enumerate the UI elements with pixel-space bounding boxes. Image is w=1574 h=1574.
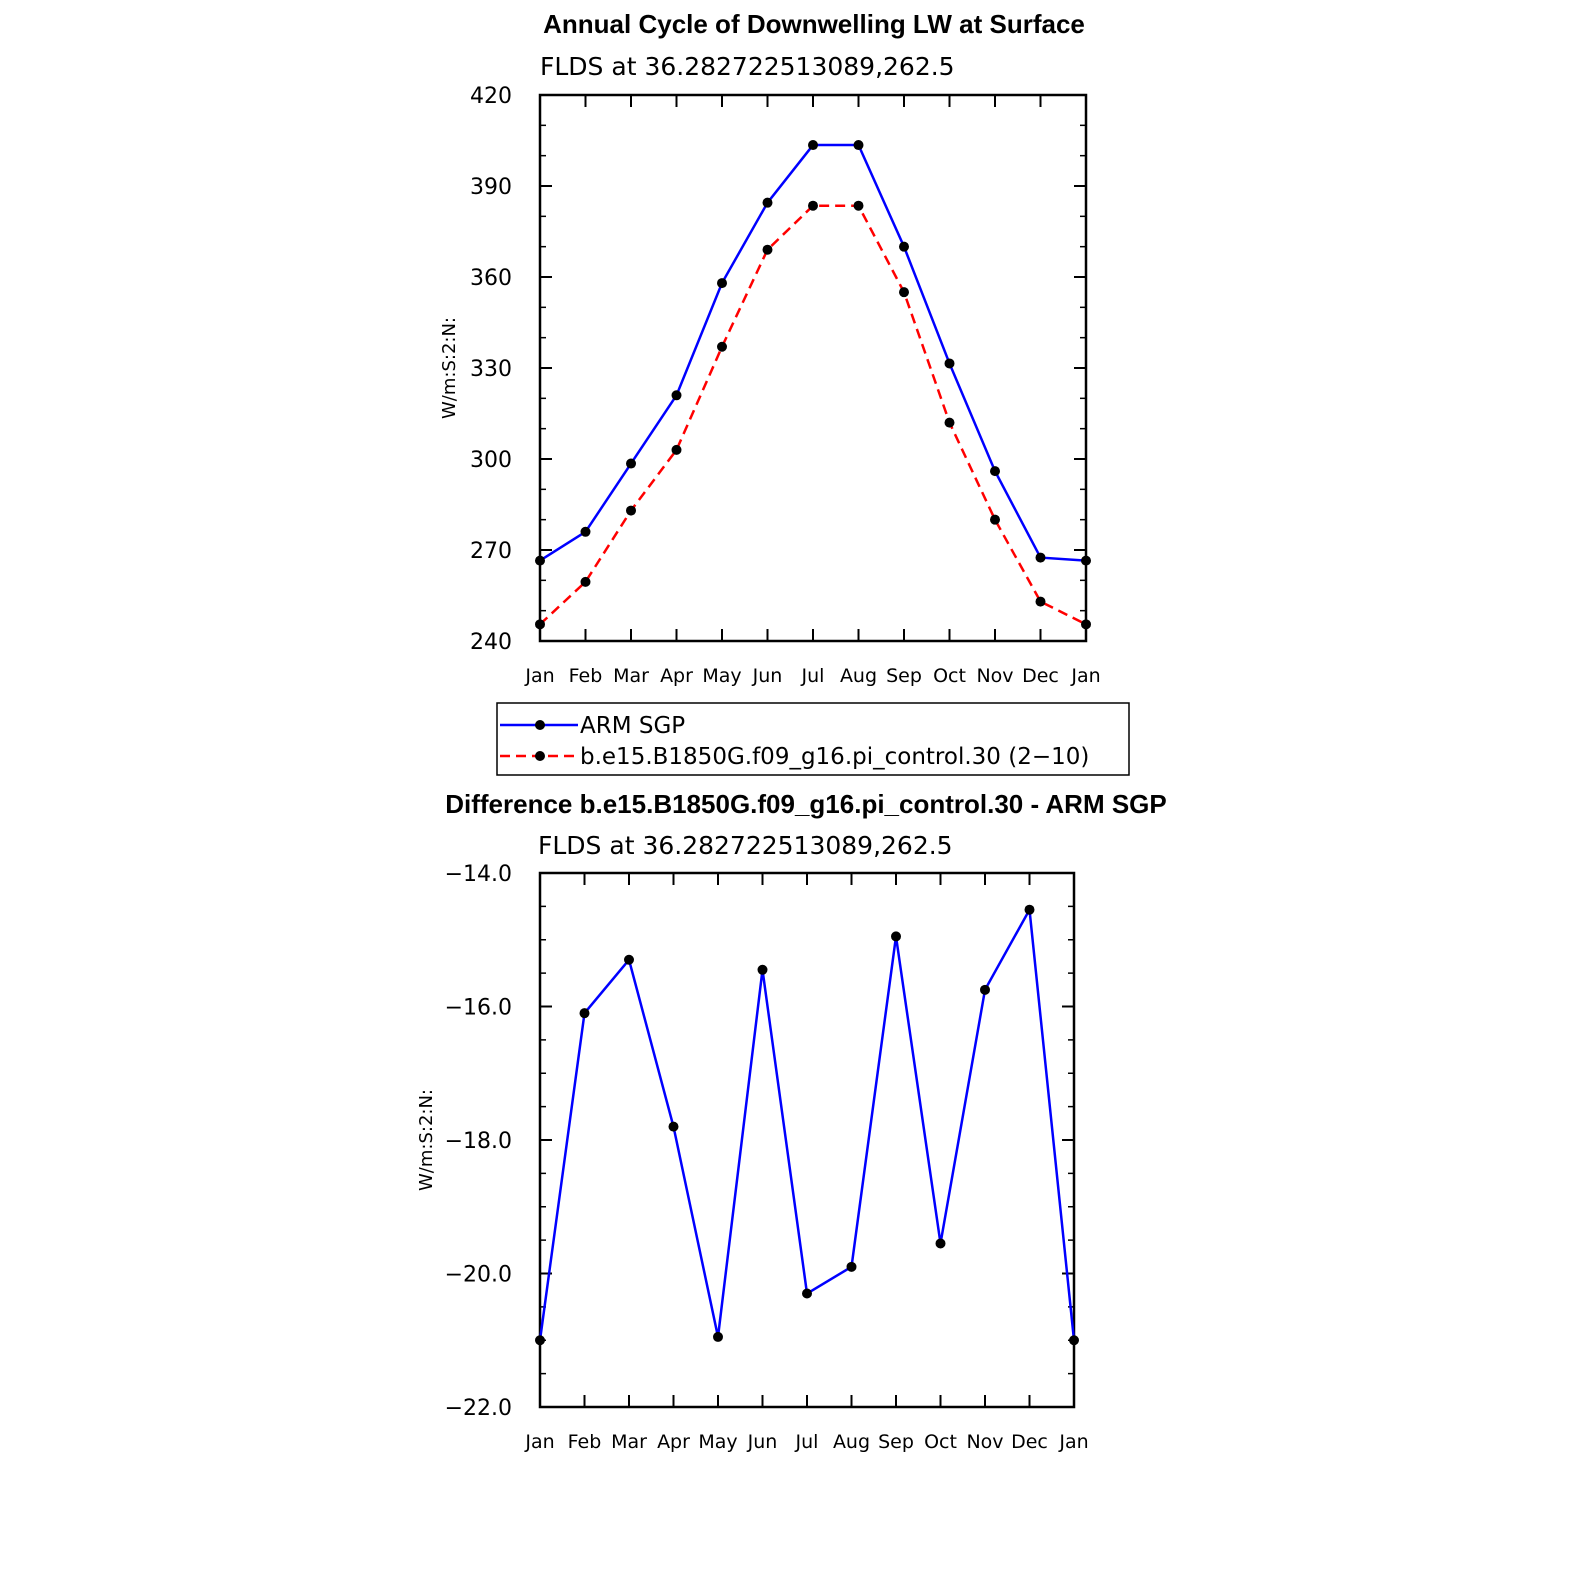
x-tick-label: Dec bbox=[1022, 665, 1059, 687]
legend-marker-model bbox=[535, 751, 545, 761]
x-tick-label: Sep bbox=[886, 665, 922, 687]
y-tick-label: 360 bbox=[470, 266, 512, 291]
x-tick-label: Jul bbox=[795, 1431, 819, 1453]
x-tick-label: Mar bbox=[613, 665, 649, 687]
x-tick-label: Apr bbox=[657, 1431, 690, 1453]
data-point-s0-6 bbox=[808, 140, 818, 151]
data-point-s0-0 bbox=[535, 1335, 545, 1346]
data-point-s0-0 bbox=[535, 555, 545, 566]
data-point-s1-2 bbox=[626, 505, 636, 516]
legend-label-arm-sgp: ARM SGP bbox=[580, 713, 685, 739]
series-line-0 bbox=[538, 905, 1076, 1341]
series-line-1 bbox=[539, 204, 1087, 626]
y-tick-label: 330 bbox=[470, 357, 512, 382]
y-tick-label: −16.0 bbox=[445, 996, 512, 1021]
data-point-s1-6 bbox=[808, 200, 818, 211]
data-point-s0-8 bbox=[891, 931, 901, 942]
legend-box bbox=[496, 702, 1130, 776]
data-point-s0-12 bbox=[1081, 555, 1091, 566]
legend-label-model: b.e15.B1850G.f09_g16.pi_control.30 (2−10… bbox=[580, 744, 1089, 770]
y-tick-label: −22.0 bbox=[445, 1396, 512, 1421]
difference-panel: Difference b.e15.B1850G.f09_g16.pi_contr… bbox=[416, 789, 1167, 1453]
data-point-s0-9 bbox=[944, 358, 955, 369]
data-point-s0-5 bbox=[762, 197, 773, 208]
data-point-s0-12 bbox=[1069, 1335, 1079, 1346]
x-tick-label: Nov bbox=[966, 1431, 1003, 1453]
data-point-s0-8 bbox=[899, 241, 909, 252]
y-tick-label: −14.0 bbox=[445, 862, 512, 887]
data-point-s0-7 bbox=[846, 1261, 857, 1272]
y-tick-label: 390 bbox=[470, 175, 512, 200]
data-point-s1-10 bbox=[990, 514, 1000, 525]
x-tick-label: May bbox=[698, 1431, 737, 1453]
data-point-s0-3 bbox=[668, 1121, 679, 1132]
x-tick-label: Apr bbox=[660, 665, 693, 687]
data-point-s1-0 bbox=[535, 619, 545, 630]
data-point-s0-1 bbox=[579, 1008, 590, 1019]
data-point-s0-5 bbox=[757, 964, 768, 975]
chart-title: Annual Cycle of Downwelling LW at Surfac… bbox=[543, 9, 1085, 39]
data-point-s1-1 bbox=[580, 576, 591, 587]
data-point-s0-11 bbox=[1024, 904, 1035, 915]
x-tick-label: Nov bbox=[976, 665, 1013, 687]
data-point-s0-10 bbox=[990, 466, 1000, 477]
data-point-s1-3 bbox=[671, 444, 682, 455]
plot-area: −22.0 −20.0 −18.0 −16.0 −14.0 Jan Feb Mar Apr May… bbox=[445, 862, 1089, 1453]
legend: ARM SGP b.e15.B1850G.f09_g16.pi_control.… bbox=[496, 702, 1130, 776]
plot-area: 240 270 300 330 360 390 420 Jan Feb Mar Apr May Jun J… bbox=[470, 84, 1101, 687]
y-tick-label: −18.0 bbox=[445, 1129, 512, 1154]
data-point-s0-4 bbox=[717, 278, 727, 289]
y-tick-label: 420 bbox=[470, 84, 512, 109]
x-tick-label: Aug bbox=[840, 665, 877, 687]
data-point-s0-4 bbox=[713, 1331, 723, 1342]
legend-marker-arm-sgp bbox=[535, 720, 545, 730]
data-point-s0-1 bbox=[580, 526, 591, 537]
y-axis-label: W/m:S:2:N: bbox=[416, 1089, 437, 1191]
data-point-s1-9 bbox=[944, 417, 955, 428]
x-tick-label: Oct bbox=[933, 665, 966, 687]
x-tick-label: Aug bbox=[833, 1431, 870, 1453]
chart-subtitle: FLDS at 36.282722513089,262.5 bbox=[540, 52, 955, 81]
y-tick-label: 240 bbox=[470, 630, 512, 655]
y-tick-label: 270 bbox=[470, 539, 512, 564]
data-point-s1-5 bbox=[762, 244, 773, 255]
x-tick-label: May bbox=[702, 665, 741, 687]
data-point-s0-9 bbox=[935, 1238, 946, 1249]
x-tick-label: Jan bbox=[1058, 1431, 1088, 1453]
y-tick-label: −20.0 bbox=[445, 1263, 512, 1288]
x-tick-label: Mar bbox=[611, 1431, 647, 1453]
data-point-s0-2 bbox=[624, 954, 634, 965]
x-tick-label: Jan bbox=[524, 665, 554, 687]
data-point-s1-7 bbox=[853, 200, 864, 211]
x-tick-label: Feb bbox=[569, 665, 603, 687]
data-point-s1-11 bbox=[1035, 596, 1046, 607]
x-tick-label: Jan bbox=[1070, 665, 1100, 687]
x-tick-label: Jan bbox=[524, 1431, 554, 1453]
x-tick-label: Feb bbox=[568, 1431, 602, 1453]
data-point-s1-4 bbox=[717, 341, 727, 352]
y-axis-label: W/m:S:2:N: bbox=[439, 317, 460, 419]
x-tick-label: Jul bbox=[801, 665, 825, 687]
annual-cycle-panel: Annual Cycle of Downwelling LW at Surfac… bbox=[439, 9, 1130, 776]
plot-frame bbox=[538, 871, 1076, 1409]
x-tick-label: Oct bbox=[924, 1431, 957, 1453]
chart-title: Difference b.e15.B1850G.f09_g16.pi_contr… bbox=[445, 789, 1167, 819]
x-tick-label: Dec bbox=[1011, 1431, 1048, 1453]
x-tick-label: Jun bbox=[747, 1431, 778, 1453]
x-tick-label: Jun bbox=[752, 665, 783, 687]
x-tick-label: Sep bbox=[878, 1431, 914, 1453]
data-point-s0-6 bbox=[802, 1288, 812, 1299]
data-point-s0-2 bbox=[626, 458, 636, 469]
y-tick-label: 300 bbox=[470, 448, 512, 473]
data-point-s1-12 bbox=[1081, 619, 1091, 630]
data-point-s0-3 bbox=[671, 390, 682, 401]
data-point-s1-8 bbox=[899, 287, 909, 298]
data-point-s0-7 bbox=[853, 140, 864, 151]
chart-subtitle: FLDS at 36.282722513089,262.5 bbox=[538, 831, 953, 860]
plot-frame bbox=[538, 93, 1088, 643]
data-point-s0-11 bbox=[1035, 552, 1046, 563]
data-point-s0-10 bbox=[980, 984, 990, 995]
